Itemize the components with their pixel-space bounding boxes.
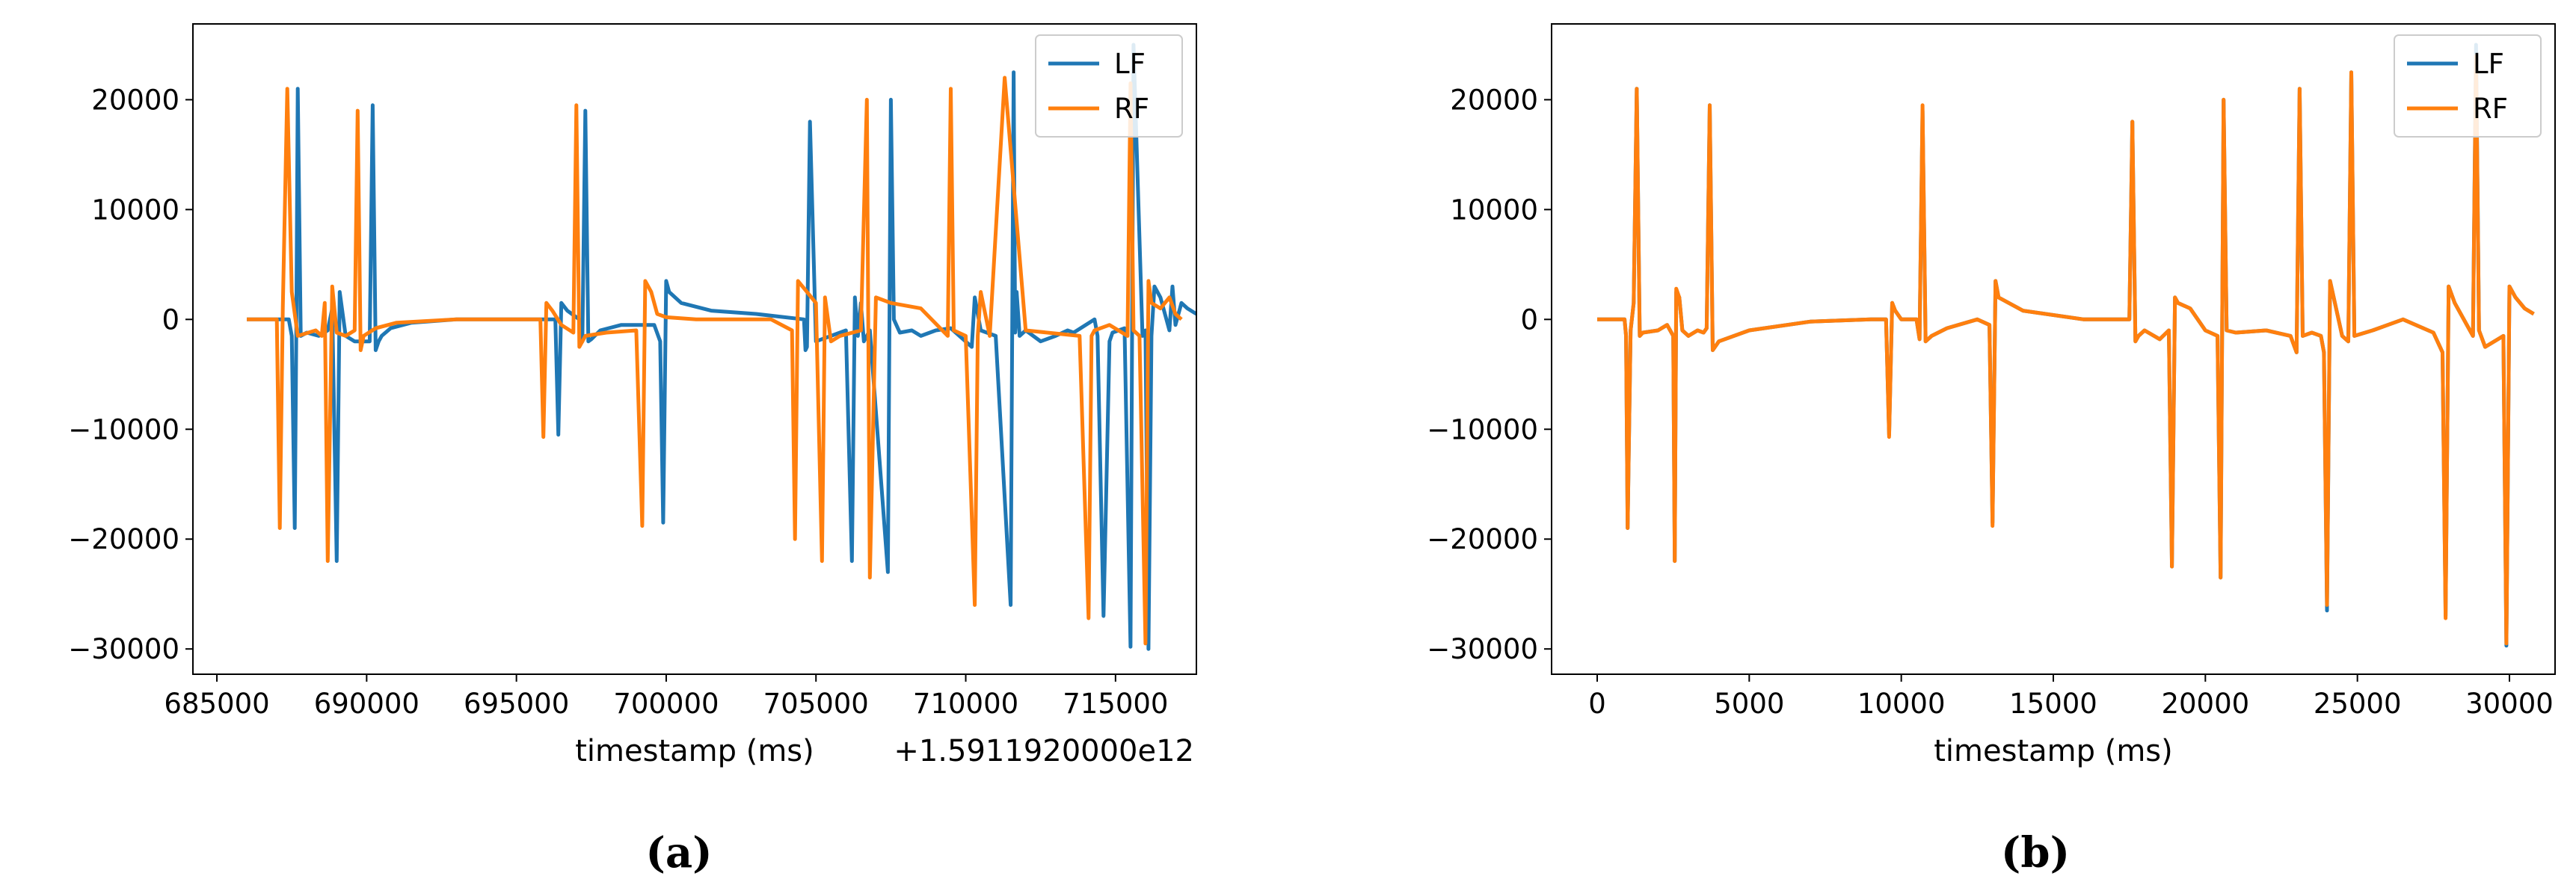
x-tick-label: 20000 xyxy=(2161,688,2249,720)
legend-box-b xyxy=(2394,34,2542,138)
y-tick-label: 20000 xyxy=(91,84,179,116)
chart-panel-b: 0 5000 10000 15000 20000 25000 30000 20000 1000… xyxy=(1427,23,2556,878)
plot-area-b xyxy=(1552,24,2555,674)
series-lines-b xyxy=(1597,43,2535,648)
y-tick-label: −20000 xyxy=(1427,523,1538,555)
series-line-rf xyxy=(247,75,1183,646)
x-tick-label: 715000 xyxy=(1063,688,1168,720)
x-tick-label: 5000 xyxy=(1714,688,1784,720)
y-ticks-b: 20000 10000 0 −10000 −20000 −30000 xyxy=(1427,84,1552,665)
legend-label-rf-b: RF xyxy=(2473,93,2508,125)
y-ticks-a: 20000 10000 0 −10000 −20000 −30000 xyxy=(68,84,193,665)
y-tick-label: −30000 xyxy=(1427,633,1538,665)
caption-b: (b) xyxy=(2001,828,2070,878)
legend-label-rf-a: RF xyxy=(1114,93,1149,125)
caption-a: (a) xyxy=(645,828,712,878)
x-tick-label: 0 xyxy=(1588,688,1606,720)
chart-panel-a: 685000 690000 695000 700000 705000 710000 7150… xyxy=(68,23,1197,878)
x-tick-label: 685000 xyxy=(164,688,269,720)
x-axis-label-a: timestamp (ms) xyxy=(575,734,814,768)
y-tick-label: −10000 xyxy=(1427,413,1538,445)
series-line-rf xyxy=(1597,54,2535,646)
legend-b: LF RF xyxy=(2394,34,2542,138)
legend-label-lf-b: LF xyxy=(2473,48,2504,80)
x-tick-label: 705000 xyxy=(763,688,869,720)
legend-a: LF RF xyxy=(1035,34,1183,138)
y-tick-label: −30000 xyxy=(68,633,179,665)
x-tick-label: 10000 xyxy=(1857,688,1946,720)
x-offset-label-a: +1.5911920000e12 xyxy=(894,734,1194,768)
x-ticks-b: 0 5000 10000 15000 20000 25000 30000 xyxy=(1588,674,2554,720)
y-tick-label: −10000 xyxy=(68,413,179,445)
x-tick-label: 25000 xyxy=(2314,688,2402,720)
series-lines-a xyxy=(247,43,1196,651)
y-tick-label: 10000 xyxy=(1450,194,1538,226)
legend-label-lf-a: LF xyxy=(1114,48,1146,80)
x-axis-label-b: timestamp (ms) xyxy=(1934,734,2173,768)
y-tick-label: 0 xyxy=(1520,303,1538,336)
y-tick-label: 20000 xyxy=(1450,84,1538,116)
axes-frame-a xyxy=(192,23,1197,675)
x-ticks-a: 685000 690000 695000 700000 705000 710000 7150… xyxy=(164,674,1168,720)
y-tick-label: 10000 xyxy=(91,194,179,226)
x-tick-label: 710000 xyxy=(913,688,1018,720)
y-tick-label: −20000 xyxy=(68,523,179,555)
y-tick-label: 0 xyxy=(162,303,179,336)
x-tick-label: 30000 xyxy=(2465,688,2554,720)
x-tick-label: 695000 xyxy=(464,688,569,720)
x-tick-label: 15000 xyxy=(2009,688,2097,720)
x-tick-label: 690000 xyxy=(314,688,419,720)
legend-box-a xyxy=(1035,34,1183,138)
x-tick-label: 700000 xyxy=(613,688,719,720)
